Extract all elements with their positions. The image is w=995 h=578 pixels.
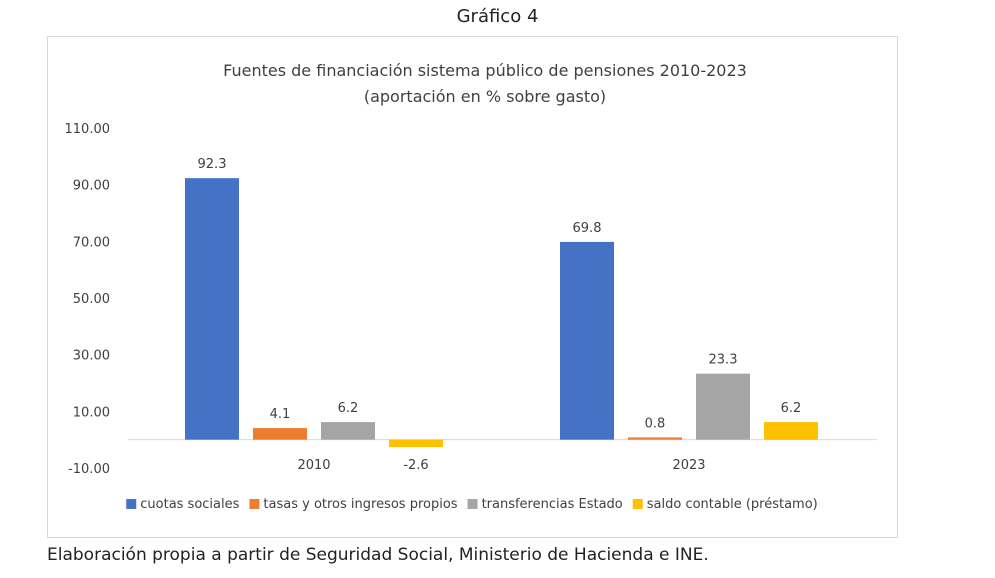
y-tick-label: 70.00 [73, 235, 110, 250]
data-label: 0.8 [645, 416, 666, 431]
legend-swatch [467, 499, 478, 509]
category-label-2023: 2023 [672, 458, 705, 473]
bar-tasas-y-otros-ingresos-propios-2010 [253, 428, 307, 440]
y-tick-label: 10.00 [73, 405, 110, 420]
bar-saldo-contable-pr-stamo--2023 [764, 422, 818, 440]
legend-swatch [632, 499, 643, 509]
data-label: 6.2 [338, 401, 359, 416]
y-tick-label: -10.00 [68, 462, 110, 477]
y-axis: 110.00 90.00 70.00 50.00 30.00 10.00 -10.00 [65, 122, 111, 477]
data-label: 23.3 [709, 353, 738, 368]
category-label-2010: 2010 [297, 458, 330, 473]
y-tick-label: 110.00 [65, 122, 111, 137]
figure-title: Gráfico 4 [456, 6, 539, 27]
y-tick-label: 50.00 [73, 292, 110, 307]
chart-title: Fuentes de financiación sistema público … [223, 61, 747, 80]
legend-swatch [249, 499, 260, 509]
legend-swatch [126, 499, 137, 509]
bar-transferencias-estado-2010 [321, 422, 375, 440]
bars [185, 178, 818, 448]
category-labels: 2010 2023 [297, 458, 705, 473]
bar-tasas-y-otros-ingresos-propios-2023 [628, 437, 682, 440]
legend: cuotas sociales tasas y otros ingresos pr… [126, 497, 818, 512]
y-tick-label: 30.00 [73, 349, 110, 364]
data-label: -2.6 [403, 458, 428, 473]
legend-label: tasas y otros ingresos propios [263, 497, 457, 512]
data-label: 6.2 [781, 401, 802, 416]
data-label: 4.1 [270, 407, 291, 422]
source-note: Elaboración propia a partir de Seguridad… [47, 545, 709, 565]
legend-label: saldo contable (préstamo) [647, 497, 818, 512]
bar-transferencias-estado-2023 [696, 373, 750, 440]
y-tick-label: 90.00 [73, 179, 110, 194]
legend-label: transferencias Estado [482, 497, 623, 512]
legend-label: cuotas sociales [140, 497, 239, 512]
bar-saldo-contable-pr-stamo--2010 [389, 439, 443, 448]
data-label: 69.8 [573, 221, 602, 236]
data-labels: 92.3 4.1 6.2 -2.6 69.8 0.8 23.3 6.2 [198, 157, 802, 473]
bar-cuotas-sociales-2023 [560, 241, 614, 440]
data-label: 92.3 [198, 157, 227, 172]
bar-cuotas-sociales-2010 [185, 178, 239, 440]
chart-area [47, 36, 898, 538]
chart-subtitle: (aportación en % sobre gasto) [364, 87, 606, 106]
